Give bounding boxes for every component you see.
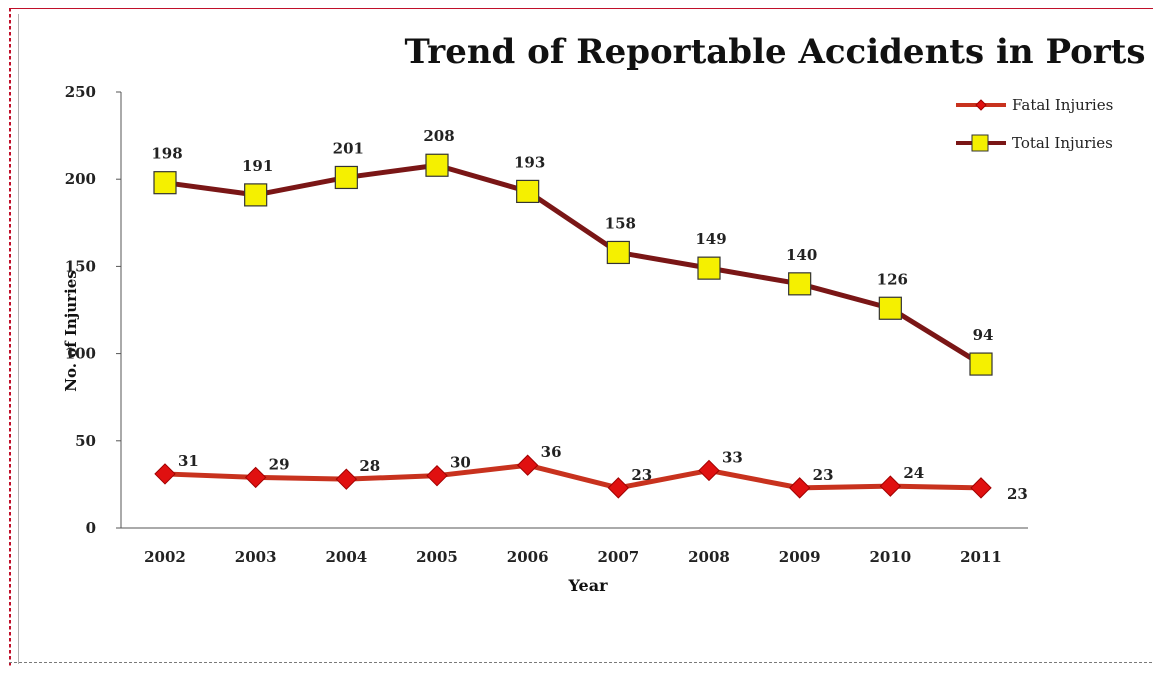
data-label: 158	[605, 214, 636, 232]
data-label: 23	[1007, 485, 1028, 503]
data-label: 126	[877, 270, 908, 288]
x-tick-label: 2005	[416, 548, 458, 566]
x-tick-label: 2008	[688, 548, 730, 566]
data-label: 94	[973, 326, 994, 344]
data-point-marker	[607, 477, 630, 499]
data-label: 29	[269, 455, 290, 473]
y-tick-label: 0	[86, 519, 96, 537]
x-tick-label: 2003	[235, 548, 277, 566]
data-point-marker	[788, 477, 811, 499]
x-tick-label: 2009	[779, 548, 821, 566]
data-label: 140	[786, 246, 817, 264]
series-line	[164, 162, 983, 367]
legend-label: Fatal Injuries	[1012, 96, 1113, 114]
data-label: 149	[695, 230, 726, 248]
frame-left-border	[9, 8, 11, 668]
y-tick-label: 100	[65, 345, 96, 363]
data-label: 23	[631, 466, 652, 484]
data-point-marker	[516, 179, 540, 204]
data-label: 33	[722, 448, 743, 466]
data-point-marker	[426, 464, 448, 487]
frame-inner-border	[18, 14, 19, 664]
data-point-marker	[335, 468, 358, 490]
legend: Fatal Injuries Total Injuries	[956, 96, 1113, 152]
data-point-marker	[879, 475, 902, 497]
data-label: 36	[541, 443, 562, 461]
data-point-marker	[878, 296, 902, 320]
data-label: 23	[813, 466, 834, 484]
y-tick-label: 150	[65, 257, 96, 275]
legend-marker	[975, 99, 987, 111]
data-point-marker	[698, 459, 720, 482]
data-point-marker	[970, 477, 992, 499]
x-tick-label: 2011	[960, 548, 1002, 566]
data-point-marker	[606, 240, 630, 265]
y-tick-label: 50	[75, 432, 96, 450]
series-line	[164, 462, 982, 491]
data-label: 24	[903, 464, 924, 482]
data-label: 193	[514, 153, 545, 171]
series-layer: 31 29 28 30 36 23 33 23 24 23 198 191 201 208 193 158 14…	[151, 127, 1028, 503]
data-point-marker	[244, 466, 267, 489]
data-label: 28	[359, 457, 380, 475]
data-label: 208	[423, 127, 454, 145]
data-point-marker	[788, 272, 812, 296]
x-tick-label: 2010	[869, 548, 911, 566]
data-point-marker	[244, 183, 268, 207]
y-tick-label: 200	[65, 170, 96, 188]
x-tick-label: 2004	[325, 548, 367, 566]
data-point-marker	[516, 454, 539, 476]
chart-title: Trend of Reportable Accidents in Ports	[404, 32, 1145, 72]
data-point-marker	[334, 165, 358, 190]
legend-label: Total Injuries	[1012, 134, 1113, 152]
data-point-marker	[697, 256, 721, 280]
data-point-marker	[154, 463, 176, 485]
data-label: 201	[333, 139, 364, 157]
frame-bottom-border	[9, 662, 1153, 663]
x-tick-label: 2002	[144, 548, 186, 566]
data-label: 198	[151, 145, 182, 163]
data-label: 30	[450, 454, 471, 472]
y-axis-ticks: 0 50 100 150 200 250	[65, 83, 121, 537]
data-point-marker	[153, 171, 177, 195]
y-axis-label: No. of Injuries	[62, 270, 80, 391]
legend-marker	[971, 134, 989, 152]
x-axis-label: Year	[567, 576, 608, 595]
x-tick-label: 2007	[597, 548, 639, 566]
data-point-marker	[969, 352, 993, 376]
y-tick-label: 250	[65, 83, 96, 101]
frame-top-border	[9, 8, 1153, 9]
x-axis-ticks: 2002 2003 2004 2005 2006 2007 2008 2009 2010 2011	[144, 548, 1002, 566]
data-point-marker	[425, 153, 449, 177]
data-label: 191	[242, 157, 273, 175]
x-tick-label: 2006	[507, 548, 549, 566]
data-label: 31	[178, 452, 199, 470]
